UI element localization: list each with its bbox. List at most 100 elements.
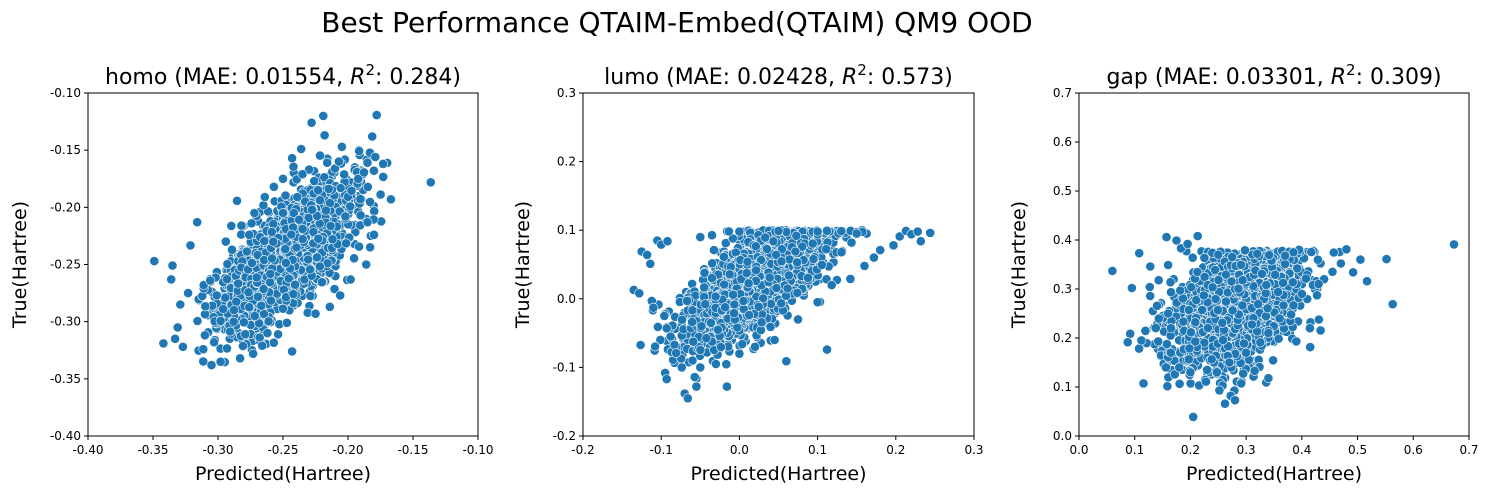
- data-point: [257, 340, 268, 351]
- data-point: [324, 301, 335, 312]
- data-point: [235, 353, 245, 364]
- data-point: [642, 249, 652, 260]
- data-point: [773, 225, 784, 236]
- data-point: [682, 393, 693, 404]
- data-point: [287, 346, 297, 357]
- data-point: [229, 305, 239, 315]
- data-point: [369, 229, 379, 240]
- data-point: [359, 167, 369, 178]
- data-point: [296, 144, 307, 154]
- data-point: [297, 234, 308, 244]
- data-point: [771, 283, 782, 293]
- data-point: [700, 299, 711, 310]
- x-tick-label: -0.10: [462, 443, 493, 457]
- data-point: [709, 245, 719, 255]
- data-point: [707, 258, 718, 269]
- x-tick-label: -0.40: [72, 443, 103, 457]
- data-point: [341, 238, 351, 249]
- data-point: [353, 173, 364, 184]
- data-point: [222, 259, 233, 269]
- title-superscript: 2: [857, 61, 867, 79]
- data-point: [267, 253, 277, 264]
- data-point: [635, 340, 646, 350]
- data-point: [321, 205, 331, 216]
- data-point: [231, 296, 242, 307]
- data-point: [258, 200, 269, 211]
- data-point: [198, 344, 209, 355]
- data-point: [241, 246, 252, 257]
- data-point: [677, 314, 687, 325]
- data-point: [268, 181, 279, 192]
- data-point: [283, 273, 294, 284]
- data-point: [325, 198, 335, 208]
- title-r-symbol: R: [350, 65, 365, 90]
- data-point: [280, 257, 291, 268]
- data-point: [200, 301, 211, 312]
- data-point: [728, 289, 738, 300]
- y-tick-label: -0.1: [553, 360, 576, 374]
- data-point: [308, 227, 319, 237]
- data-point: [851, 228, 862, 239]
- data-point: [812, 297, 823, 308]
- x-tick-label: -0.2: [571, 443, 594, 457]
- data-point: [741, 268, 752, 278]
- data-point: [729, 308, 739, 319]
- data-point: [167, 260, 178, 271]
- data-point: [220, 236, 231, 247]
- data-point: [682, 295, 692, 306]
- data-point: [688, 336, 699, 347]
- data-point: [225, 326, 235, 337]
- data-point: [236, 220, 247, 231]
- y-axis-label: True(Hartree): [512, 201, 534, 329]
- title-r2-value: : 0.284): [375, 65, 461, 90]
- data-point: [327, 234, 338, 245]
- title-r-symbol: R: [842, 65, 857, 90]
- data-point: [737, 339, 748, 349]
- data-point: [894, 231, 905, 242]
- data-point: [365, 196, 375, 207]
- data-point: [306, 117, 317, 128]
- data-point: [249, 311, 260, 321]
- data-point: [758, 293, 768, 304]
- x-tick-label: 0.0: [730, 443, 749, 457]
- data-point: [729, 299, 740, 310]
- data-point: [662, 236, 673, 247]
- y-tick-label: 0.1: [557, 223, 576, 237]
- data-point: [378, 158, 388, 169]
- data-point: [349, 253, 359, 264]
- title-text: lumo (MAE: 0.02428,: [604, 65, 842, 90]
- data-point: [266, 226, 277, 237]
- data-point: [309, 176, 320, 186]
- data-point: [687, 305, 698, 316]
- data-point: [650, 341, 660, 352]
- data-point: [753, 301, 764, 312]
- data-point: [237, 341, 248, 351]
- data-point: [724, 269, 735, 280]
- data-point: [166, 274, 177, 285]
- data-point: [766, 298, 776, 309]
- data-point: [313, 233, 324, 244]
- data-point: [263, 316, 274, 327]
- data-point: [361, 259, 372, 270]
- subplot-1: -0.40 -0.35 -0.30 -0.25 -0.20 -0.15 -0.10-0.40…: [9, 61, 494, 485]
- data-point: [228, 316, 239, 327]
- data-point: [325, 221, 336, 231]
- data-point: [821, 244, 832, 255]
- data-point: [280, 190, 291, 201]
- data-point: [719, 279, 730, 290]
- y-axis-label: True(Hartree): [9, 201, 31, 329]
- scatter-points: [1107, 231, 1459, 422]
- data-point: [244, 229, 255, 240]
- y-tick-label: -0.20: [50, 200, 81, 214]
- data-point: [792, 287, 803, 298]
- data-point: [783, 270, 794, 281]
- data-point: [836, 226, 847, 237]
- data-point: [313, 185, 323, 196]
- data-point: [247, 258, 257, 268]
- data-point: [669, 339, 680, 350]
- data-point: [371, 110, 382, 120]
- y-tick-label: 0.2: [557, 155, 576, 169]
- data-point: [722, 381, 732, 392]
- data-point: [354, 241, 364, 252]
- data-point: [288, 161, 299, 172]
